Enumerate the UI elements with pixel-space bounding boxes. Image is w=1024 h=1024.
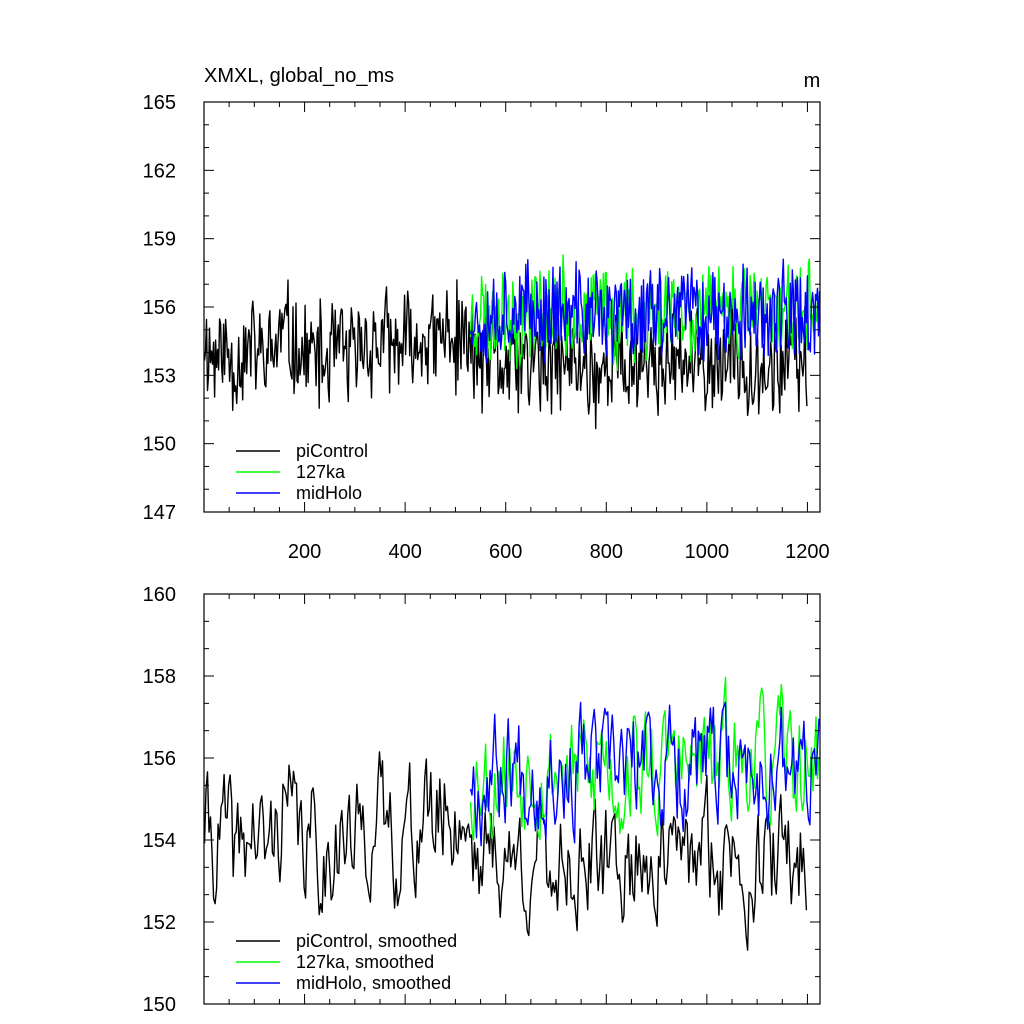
bottom-panel: 150 152 154 156 158 160 piControl, smoothed127…	[143, 584, 821, 1016]
legend-label: piControl, smoothed	[296, 931, 457, 951]
y-tick-label: 154	[143, 830, 176, 852]
series-line-midholo-smoothed	[469, 701, 820, 847]
y-tick-label: 150	[143, 994, 176, 1016]
x-tick-label: 200	[288, 541, 321, 563]
legend-label: midHolo	[296, 483, 362, 503]
series-line-127ka-smoothed	[469, 676, 820, 841]
legend-label: 127ka	[296, 462, 346, 482]
x-tick-label: 1200	[785, 541, 830, 563]
y-tick-label: 160	[143, 584, 176, 606]
x-tick-label: 800	[590, 541, 623, 563]
series-line-picontrol	[203, 279, 808, 430]
x-tick-label: 400	[388, 541, 421, 563]
x-tick-label: 1000	[685, 541, 730, 563]
series-line-midholo	[469, 258, 821, 364]
y-tick-label: 159	[143, 229, 176, 251]
series-line-picontrol-smoothed	[203, 751, 808, 951]
legend-label: 127ka, smoothed	[296, 952, 434, 972]
y-tick-label: 150	[143, 434, 176, 456]
y-tick-label: 156	[143, 297, 176, 319]
y-tick-label: 147	[143, 502, 176, 524]
chart-title: XMXL, global_no_ms	[204, 65, 394, 87]
legend-label: piControl	[296, 441, 368, 461]
legend-label: midHolo, smoothed	[296, 973, 451, 993]
y-tick-label: 162	[143, 160, 176, 182]
plot-frame	[203, 593, 821, 1005]
x-tick-label: 600	[489, 541, 522, 563]
top-panel: 147 150 153 156 159 162 165 200 400 600 800 1000 120…	[143, 65, 830, 563]
units-label: m	[804, 70, 821, 92]
y-tick-label: 158	[143, 666, 176, 688]
y-tick-label: 156	[143, 748, 176, 770]
y-tick-label: 153	[143, 365, 176, 387]
y-tick-label: 165	[143, 92, 176, 114]
y-tick-label: 152	[143, 912, 176, 934]
